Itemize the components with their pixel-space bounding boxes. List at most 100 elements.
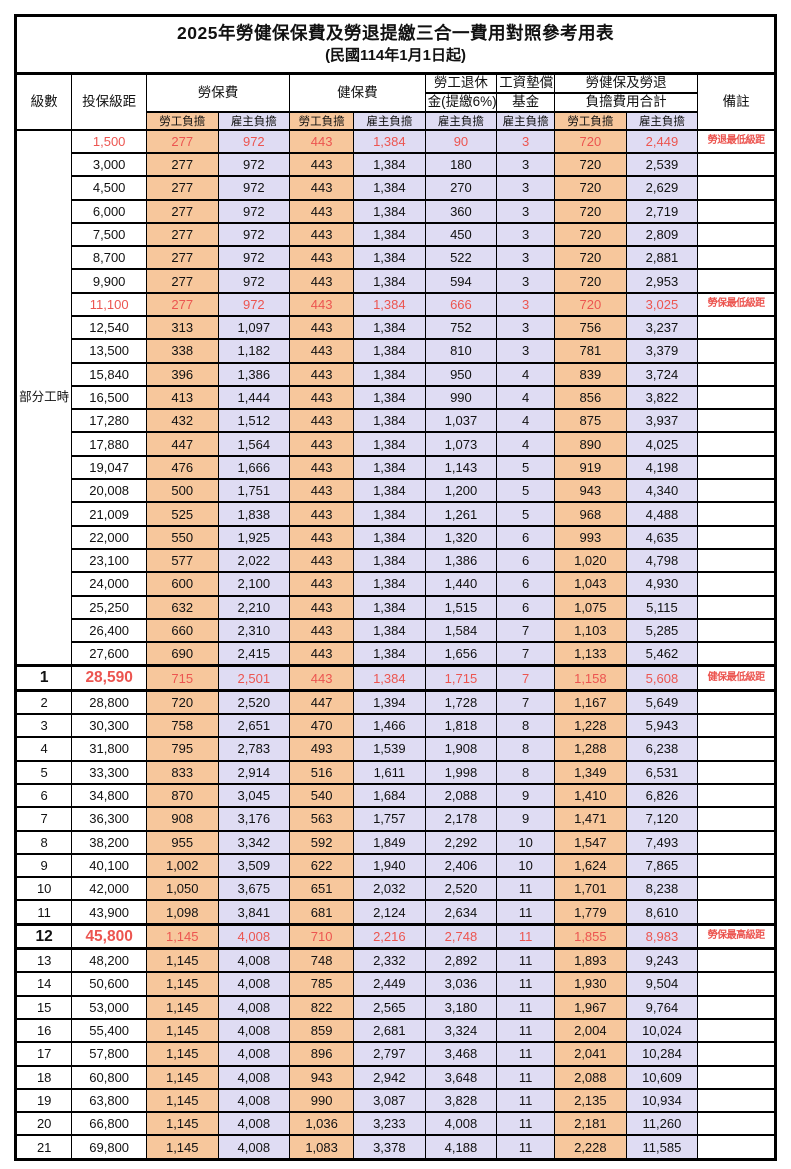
wage-fund-cell: 3 [496, 128, 556, 154]
health-employer-cell: 1,384 [353, 175, 426, 201]
bracket-cell: 19,047 [71, 454, 147, 481]
remark-cell [697, 454, 776, 481]
health-employer-cell: 1,684 [353, 782, 426, 809]
pension-cell: 1,261 [424, 501, 498, 527]
total-employer-cell: 2,719 [625, 198, 699, 224]
remark-cell [697, 1087, 776, 1114]
wage-fund-cell: 3 [496, 291, 556, 318]
labor-employer-cell: 2,210 [217, 594, 291, 620]
page-subtitle: (民國114年1月1日起) [325, 47, 466, 65]
remark-cell: 勞保最高級距 [697, 922, 776, 951]
total-employee-cell: 720 [554, 175, 627, 201]
labor-employee-cell: 1,145 [145, 971, 219, 997]
total-employer-cell: 7,865 [625, 852, 699, 879]
remark-cell [697, 431, 776, 457]
total-employee-cell: 1,624 [554, 852, 627, 879]
level-cell: 4 [14, 736, 73, 762]
labor-employee-cell: 1,145 [145, 1134, 219, 1161]
pension-cell: 1,715 [424, 664, 498, 692]
bracket-cell: 25,250 [71, 594, 147, 620]
health-employee-cell: 443 [289, 268, 355, 294]
remark-cell [697, 947, 776, 974]
bracket-cell: 38,200 [71, 829, 147, 855]
wage-fund-cell: 11 [496, 947, 556, 974]
remark-cell: 勞退最低級距 [697, 128, 776, 154]
total-employer-cell: 8,238 [625, 876, 699, 902]
health-employer-cell: 1,384 [353, 128, 426, 154]
bracket-cell: 45,800 [71, 922, 147, 951]
total-employer-cell: 6,238 [625, 736, 699, 762]
bracket-cell: 48,200 [71, 947, 147, 974]
health-employee-cell: 540 [289, 782, 355, 809]
wage-fund-cell: 11 [496, 876, 556, 902]
total-employer-cell: 4,025 [625, 431, 699, 457]
health-employee-cell: 443 [289, 547, 355, 574]
total-employee-cell: 720 [554, 268, 627, 294]
health-employer-cell: 1,384 [353, 664, 426, 692]
total-employer-cell: 11,585 [625, 1134, 699, 1161]
health-employee-cell: 443 [289, 338, 355, 364]
health-employer-cell: 1,384 [353, 198, 426, 224]
pension-cell: 180 [424, 151, 498, 178]
remark-cell [697, 713, 776, 739]
health-employer-cell: 2,124 [353, 899, 426, 926]
pension-cell: 2,178 [424, 806, 498, 832]
remark-cell [697, 759, 776, 785]
labor-employer-cell: 4,008 [217, 947, 291, 974]
pension-cell: 1,584 [424, 617, 498, 644]
fee-reference-table: 2025年勞健保保費及勞退提繳三合一費用對照參考用表 (民國114年1月1日起)… [14, 14, 777, 1161]
health-employee-cell: 943 [289, 1064, 355, 1090]
health-employee-cell: 516 [289, 759, 355, 785]
bracket-cell: 42,000 [71, 876, 147, 902]
health-employee-cell: 622 [289, 852, 355, 879]
bracket-cell: 69,800 [71, 1134, 147, 1161]
total-employee-cell: 1,779 [554, 899, 627, 926]
health-employer-cell: 1,849 [353, 829, 426, 855]
table-row: 24,000 600 2,100 443 1,384 1,440 6 1,043… [16, 571, 776, 597]
col-header-pension-line2: 金(提繳6%) [424, 91, 498, 113]
health-employee-cell: 443 [289, 245, 355, 271]
health-employer-cell: 2,681 [353, 1017, 426, 1044]
pension-cell: 2,520 [424, 876, 498, 902]
level-cell: 3 [14, 713, 73, 739]
health-employee-cell: 443 [289, 617, 355, 644]
remark-cell [697, 617, 776, 644]
total-employer-cell: 6,826 [625, 782, 699, 809]
labor-employee-cell: 795 [145, 736, 219, 762]
wage-fund-cell: 8 [496, 736, 556, 762]
health-employee-cell: 1,083 [289, 1134, 355, 1161]
bracket-cell: 9,900 [71, 268, 147, 294]
pension-cell: 2,292 [424, 829, 498, 855]
wage-fund-cell: 3 [496, 175, 556, 201]
wage-fund-cell: 7 [496, 617, 556, 644]
bracket-cell: 30,300 [71, 713, 147, 739]
remark-cell [697, 361, 776, 387]
total-employee-cell: 1,075 [554, 594, 627, 620]
col-header-total-line2: 負擔費用合計 [554, 91, 699, 113]
table-row: 23,100 577 2,022 443 1,384 1,386 6 1,020… [16, 547, 776, 574]
total-employee-cell: 1,930 [554, 971, 627, 997]
remark-cell [697, 501, 776, 527]
health-employee-cell: 822 [289, 994, 355, 1020]
total-employer-cell: 5,943 [625, 713, 699, 739]
labor-employer-cell: 4,008 [217, 971, 291, 997]
labor-employee-cell: 577 [145, 547, 219, 574]
total-employee-cell: 1,547 [554, 829, 627, 855]
col-header-wage-fund-line2: 基金 [496, 91, 556, 113]
labor-employer-cell: 2,914 [217, 759, 291, 785]
health-employer-cell: 1,384 [353, 291, 426, 318]
table-row: 4,500 277 972 443 1,384 270 3 720 2,629 [16, 175, 776, 201]
labor-employee-cell: 600 [145, 571, 219, 597]
table-row: 22,000 550 1,925 443 1,384 1,320 6 993 4… [16, 524, 776, 550]
total-employer-cell: 5,462 [625, 641, 699, 667]
total-employee-cell: 875 [554, 408, 627, 434]
table-row: 7 36,300 908 3,176 563 1,757 2,178 9 1,4… [14, 806, 776, 832]
remark-cell [697, 524, 776, 550]
total-employer-cell: 4,198 [625, 454, 699, 481]
total-employer-cell: 4,340 [625, 478, 699, 504]
remark-cell [697, 806, 776, 832]
remark-cell [697, 1134, 776, 1161]
total-employee-cell: 2,135 [554, 1087, 627, 1114]
health-employee-cell: 443 [289, 175, 355, 201]
